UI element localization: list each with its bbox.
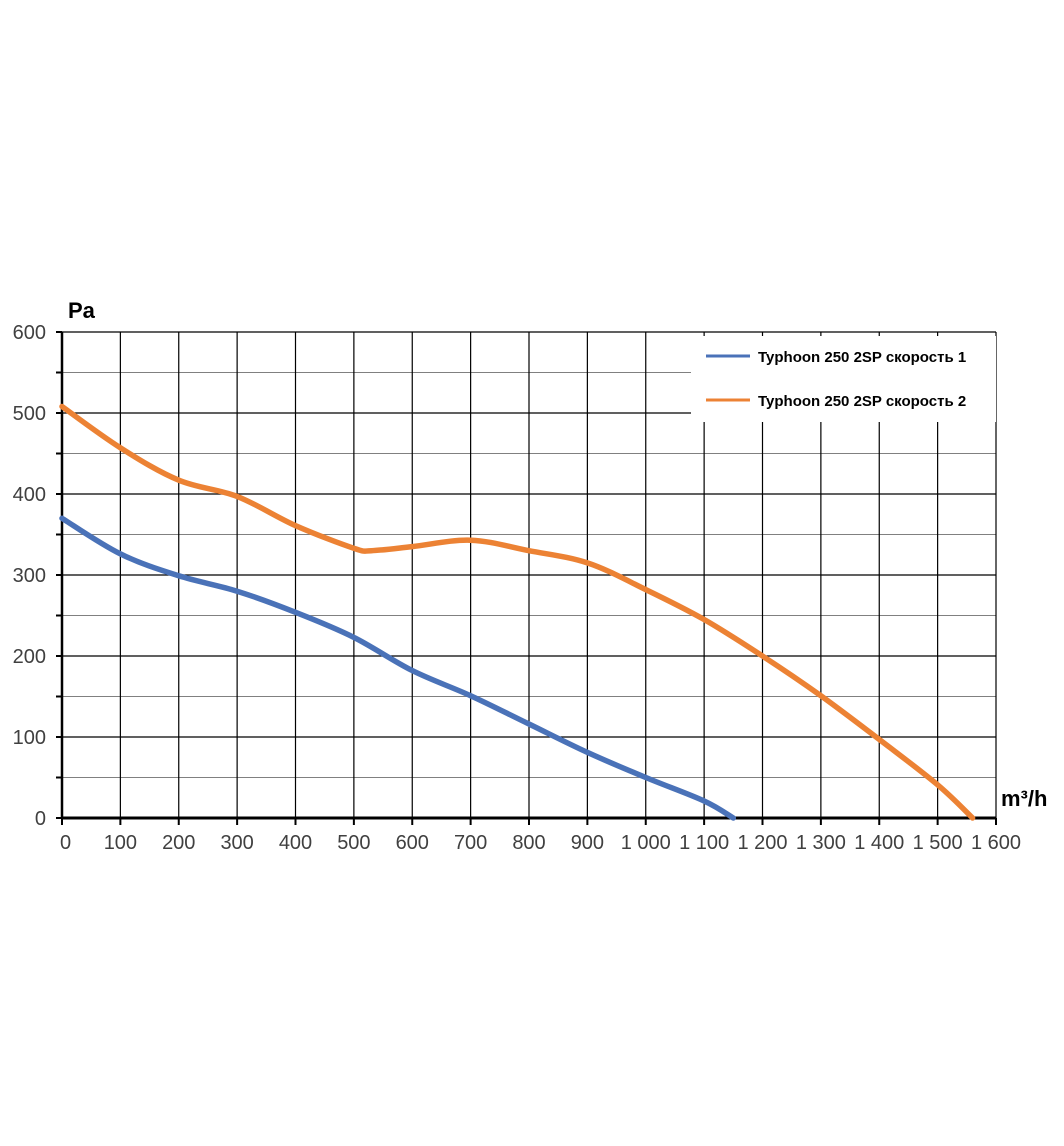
x-tick-label: 400	[279, 832, 312, 854]
legend-label-speed-1: Typhoon 250 2SP скорость 1	[758, 349, 966, 366]
x-tick-label: 900	[571, 832, 604, 854]
legend-label-speed-2: Typhoon 250 2SP скорость 2	[758, 393, 966, 410]
x-tick-label: 0	[60, 832, 71, 854]
y-tick-label: 500	[13, 403, 46, 425]
x-tick-label: 1 200	[737, 832, 787, 854]
y-tick-label: 200	[13, 646, 46, 668]
x-tick-label: 100	[104, 832, 137, 854]
x-tick-label: 600	[396, 832, 429, 854]
y-tick-label: 600	[13, 322, 46, 344]
x-tick-label: 800	[512, 832, 545, 854]
x-tick-label: 700	[454, 832, 487, 854]
x-tick-label: 300	[220, 832, 253, 854]
y-tick-label: 100	[13, 727, 46, 749]
series-line-speed-1	[59, 515, 737, 821]
x-tick-label: 1 400	[854, 832, 904, 854]
legend: Typhoon 250 2SP скорость 1 Typhoon 250 2…	[691, 336, 996, 422]
series-line-speed-2	[59, 403, 976, 821]
x-tick-label: 1 500	[913, 832, 963, 854]
x-tick-label: 1 000	[621, 832, 671, 854]
y-axis-title: Pa	[68, 298, 96, 323]
y-tick-label: 300	[13, 565, 46, 587]
y-tick-label: 400	[13, 484, 46, 506]
axes: 0 100 200 300 400 500 600 0 100 200 300 400 500 600 70…	[13, 322, 1021, 854]
x-tick-label: 1 100	[679, 832, 729, 854]
x-tick-label: 500	[337, 832, 370, 854]
x-tick-label: 1 600	[971, 832, 1021, 854]
y-tick-label: 0	[35, 808, 46, 830]
x-tick-label: 200	[162, 832, 195, 854]
x-axis-title: m³/h	[1001, 786, 1047, 811]
series-lines	[59, 403, 976, 821]
legend-background	[691, 336, 996, 422]
x-tick-label: 1 300	[796, 832, 846, 854]
